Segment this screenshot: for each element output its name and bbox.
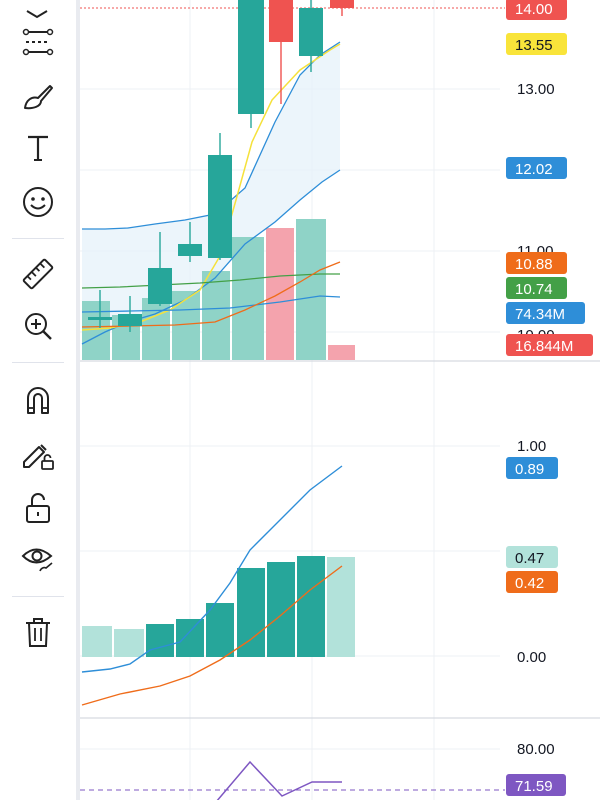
macd-bar [237, 568, 265, 657]
ma-yellow-label-bg [506, 33, 567, 55]
ma-green-label: 10.74 [515, 281, 553, 298]
macd-bar [82, 626, 112, 657]
brush-icon [24, 85, 53, 110]
signal-value-label-bg [506, 571, 558, 593]
volume-bar [328, 345, 355, 360]
candle [208, 155, 232, 258]
candle [178, 244, 202, 256]
volume-ma-label: 74.34M [515, 306, 565, 323]
candle [148, 268, 172, 304]
candle [238, 0, 264, 114]
candles [88, 0, 354, 332]
rsi-value-label: 71.59 [515, 778, 553, 795]
magnet-button[interactable] [14, 378, 62, 422]
magnet-icon [27, 387, 49, 414]
volume-label: 16.844M [515, 338, 573, 355]
fib-tool-icon [26, 10, 48, 19]
signal-value-label: 0.42 [515, 575, 544, 592]
volume-label-bg [506, 334, 593, 356]
emoji-button[interactable] [14, 180, 62, 224]
bollinger-band-fill [82, 42, 340, 344]
eye-icon [21, 548, 53, 572]
ma-green-label-bg [506, 277, 567, 299]
toolbar-separator [12, 596, 64, 597]
volume-bars [82, 219, 355, 360]
macd-bar [146, 624, 174, 657]
rsi-axis-tick: 80.00 [517, 741, 555, 758]
pattern-tool-icon [22, 28, 54, 56]
brush-button[interactable] [14, 74, 62, 118]
volume-ma-label-bg [506, 302, 585, 324]
ma-orange-label-bg [506, 252, 567, 274]
rsi-value-label-bg [506, 774, 566, 796]
ma-yellow-label: 13.55 [515, 37, 553, 54]
macd-bar [176, 619, 204, 657]
ma-orange-label: 10.88 [515, 256, 553, 273]
macd-bar [206, 603, 234, 657]
candle [330, 0, 354, 8]
ruler-button[interactable] [14, 252, 62, 296]
last-price-label: 14.00 [515, 1, 553, 18]
text-icon [28, 135, 48, 161]
ma-blue-label: 12.02 [515, 161, 553, 178]
emoji-icon [23, 187, 53, 217]
macd-axis-tick: 0.00 [517, 649, 546, 666]
ma-blue-label-bg [506, 157, 567, 179]
last-price-label-bg [506, 0, 567, 20]
macd-bar [267, 562, 295, 657]
toolbar-separator [12, 238, 64, 239]
macd-axis-tick: 1.00 [517, 438, 546, 455]
zoom-in-icon [25, 313, 52, 340]
zoom-in-button[interactable] [14, 304, 62, 348]
pattern-tool-button[interactable] [14, 20, 62, 64]
chart-canvas[interactable]: 13.00 11.00 10.00 14.00 13.55 12.02 10.8… [80, 0, 600, 800]
volume-bar [82, 301, 110, 360]
macd-line [81, 465, 343, 673]
unlock-button[interactable] [14, 486, 62, 530]
lock-drawings-button[interactable] [14, 432, 62, 476]
macd-histogram [82, 556, 355, 657]
remove-drawings-button[interactable] [14, 610, 62, 654]
macd-value-label-bg [506, 457, 558, 479]
fib-tool-button[interactable] [14, 0, 62, 26]
candle [88, 317, 112, 320]
unlock-icon [26, 493, 50, 523]
volume-bar [296, 219, 326, 360]
rsi-line [216, 760, 342, 800]
visibility-button[interactable] [14, 536, 62, 580]
drawing-toolbar [0, 0, 76, 800]
volume-bar [202, 271, 230, 360]
lock-drawings-icon [23, 444, 54, 470]
price-axis-tick: 13.00 [517, 81, 555, 98]
macd-bar [327, 557, 355, 657]
candle [269, 0, 293, 42]
histogram-value-label: 0.47 [515, 550, 544, 567]
macd-bar [297, 556, 325, 657]
volume-bar [232, 237, 264, 360]
histogram-value-label-bg [506, 546, 558, 568]
candle [118, 314, 142, 326]
trash-icon [26, 618, 50, 647]
volume-bar [266, 228, 294, 360]
ma-line-orange [81, 261, 341, 328]
macd-bar [114, 629, 144, 657]
macd-value-label: 0.89 [515, 461, 544, 478]
ruler-icon [22, 258, 54, 290]
volume-bar [142, 298, 170, 360]
toolbar-separator [12, 362, 64, 363]
macd-signal-line [81, 565, 343, 706]
candle [299, 8, 323, 56]
text-button[interactable] [14, 126, 62, 170]
toolbar-divider [76, 0, 80, 800]
